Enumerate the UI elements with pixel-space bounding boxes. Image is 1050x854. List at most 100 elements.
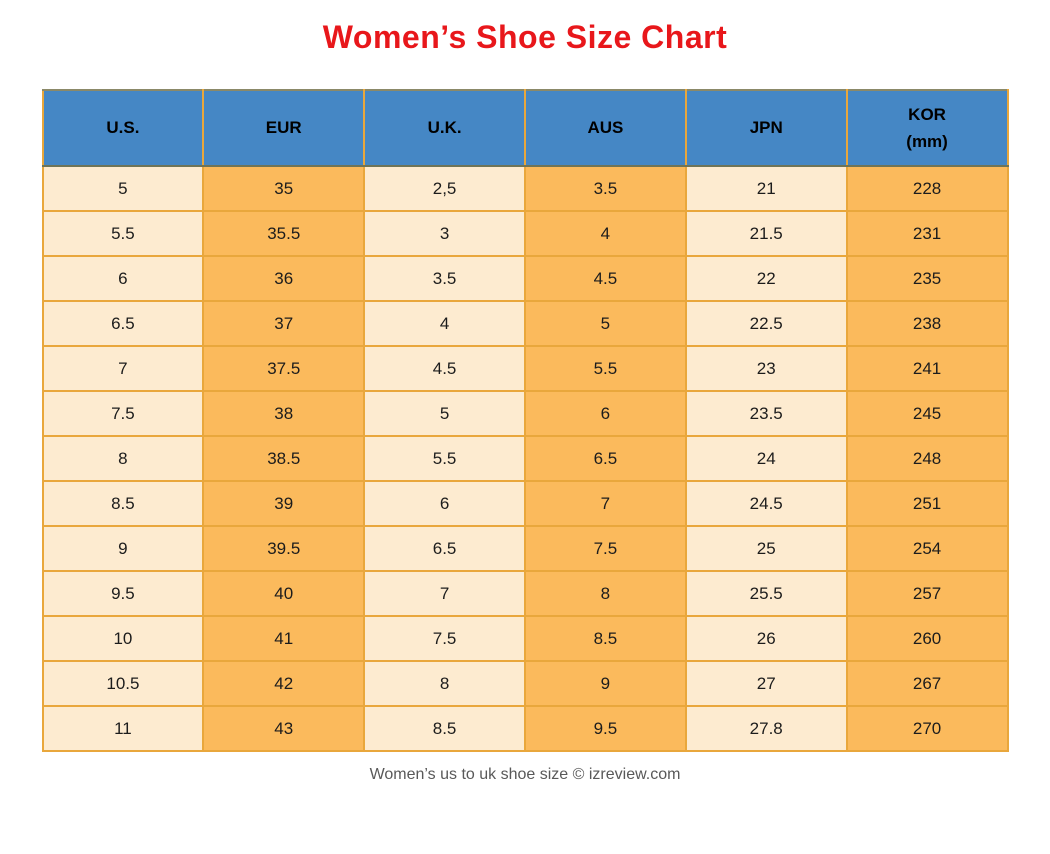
size-cell: 3.5	[363, 255, 526, 302]
size-cell: 245	[845, 390, 1009, 437]
column-header-us: U.S.	[41, 89, 205, 167]
size-cell: 6	[523, 390, 687, 437]
size-cell: 4.5	[523, 255, 687, 302]
size-cell: 7.5	[363, 615, 526, 662]
size-cell: 35.5	[202, 210, 366, 257]
size-cell: 7.5	[523, 525, 687, 572]
table-row: 7 37.5 4.5 5.5 23 241	[41, 345, 1009, 392]
table-row: 8.5 39 6 7 24.5 251	[41, 480, 1009, 527]
size-cell: 235	[845, 255, 1009, 302]
column-header-eur: EUR	[202, 89, 366, 167]
size-cell: 39.5	[202, 525, 366, 572]
size-cell: 21.5	[684, 210, 848, 257]
table-row: 8 38.5 5.5 6.5 24 248	[41, 435, 1009, 482]
table-row: 10 41 7.5 8.5 26 260	[41, 615, 1009, 662]
size-cell: 21	[684, 165, 848, 212]
size-cell: 7.5	[41, 390, 205, 437]
size-cell: 3	[363, 210, 526, 257]
size-cell: 8	[523, 570, 687, 617]
size-cell: 7	[363, 570, 526, 617]
size-cell: 38	[202, 390, 366, 437]
size-cell: 35	[202, 165, 366, 212]
size-cell: 6.5	[41, 300, 205, 347]
size-cell: 228	[845, 165, 1009, 212]
size-cell: 6.5	[363, 525, 526, 572]
size-cell: 231	[845, 210, 1009, 257]
size-cell: 10	[41, 615, 205, 662]
page: Women’s Shoe Size Chart U.S. EUR U.K. AUS JP…	[0, 17, 1050, 854]
table-row: 6.5 37 4 5 22.5 238	[41, 300, 1009, 347]
size-cell: 267	[845, 660, 1009, 707]
size-cell: 40	[202, 570, 366, 617]
size-cell: 2,5	[363, 165, 526, 212]
column-header-aus: AUS	[523, 89, 687, 167]
table-body: 5 35 2,5 3.5 21 228 5.5 35.5 3 4 21.5 231 6 36 3.5 4.5 2…	[41, 165, 1009, 752]
size-cell: 3.5	[523, 165, 687, 212]
size-cell: 38.5	[202, 435, 366, 482]
size-cell: 8.5	[363, 705, 526, 752]
size-cell: 22.5	[684, 300, 848, 347]
table-row: 5.5 35.5 3 4 21.5 231	[41, 210, 1009, 257]
size-cell: 5	[363, 390, 526, 437]
size-cell: 37.5	[202, 345, 366, 392]
size-cell: 4	[363, 300, 526, 347]
size-cell: 7	[523, 480, 687, 527]
size-cell: 5.5	[523, 345, 687, 392]
footer-caption: Women’s us to uk shoe size © izreview.co…	[369, 766, 681, 783]
size-cell: 257	[845, 570, 1009, 617]
size-cell: 4.5	[363, 345, 526, 392]
table-row: 6 36 3.5 4.5 22 235	[41, 255, 1009, 302]
column-header-uk: U.K.	[363, 89, 526, 167]
size-cell: 8	[363, 660, 526, 707]
table-header: U.S. EUR U.K. AUS JPN KOR (mm)	[41, 89, 1009, 167]
size-cell: 9.5	[41, 570, 205, 617]
size-cell: 9	[41, 525, 205, 572]
size-cell: 25.5	[684, 570, 848, 617]
size-cell: 6	[363, 480, 526, 527]
page-title: Women’s Shoe Size Chart	[322, 19, 728, 55]
table-row: 5 35 2,5 3.5 21 228	[41, 165, 1009, 212]
size-cell: 37	[202, 300, 366, 347]
size-cell: 5	[41, 165, 205, 212]
size-cell: 9.5	[523, 705, 687, 752]
table-row: 7.5 38 5 6 23.5 245	[41, 390, 1009, 437]
column-header-kor: KOR (mm)	[845, 89, 1009, 167]
size-cell: 8.5	[41, 480, 205, 527]
size-cell: 23	[684, 345, 848, 392]
size-cell: 254	[845, 525, 1009, 572]
size-cell: 5.5	[41, 210, 205, 257]
size-cell: 41	[202, 615, 366, 662]
size-cell: 251	[845, 480, 1009, 527]
size-cell: 42	[202, 660, 366, 707]
table-row: 9.5 40 7 8 25.5 257	[41, 570, 1009, 617]
size-cell: 238	[845, 300, 1009, 347]
table-row: 11 43 8.5 9.5 27.8 270	[41, 705, 1009, 752]
size-cell: 26	[684, 615, 848, 662]
header-row: U.S. EUR U.K. AUS JPN KOR (mm)	[41, 89, 1009, 167]
size-cell: 241	[845, 345, 1009, 392]
size-cell: 11	[41, 705, 205, 752]
size-cell: 9	[523, 660, 687, 707]
size-cell: 27	[684, 660, 848, 707]
size-cell: 7	[41, 345, 205, 392]
size-cell: 8.5	[523, 615, 687, 662]
size-cell: 22	[684, 255, 848, 302]
size-cell: 248	[845, 435, 1009, 482]
size-cell: 24	[684, 435, 848, 482]
size-cell: 27.8	[684, 705, 848, 752]
size-cell: 24.5	[684, 480, 848, 527]
size-cell: 270	[845, 705, 1009, 752]
size-cell: 5	[523, 300, 687, 347]
size-cell: 23.5	[684, 390, 848, 437]
size-cell: 36	[202, 255, 366, 302]
table-row: 9 39.5 6.5 7.5 25 254	[41, 525, 1009, 572]
size-cell: 6	[41, 255, 205, 302]
size-cell: 5.5	[363, 435, 526, 482]
size-cell: 4	[523, 210, 687, 257]
size-cell: 25	[684, 525, 848, 572]
size-cell: 10.5	[41, 660, 205, 707]
table-row: 10.5 42 8 9 27 267	[41, 660, 1009, 707]
size-cell: 39	[202, 480, 366, 527]
size-cell: 260	[845, 615, 1009, 662]
column-header-jpn: JPN	[684, 89, 848, 167]
